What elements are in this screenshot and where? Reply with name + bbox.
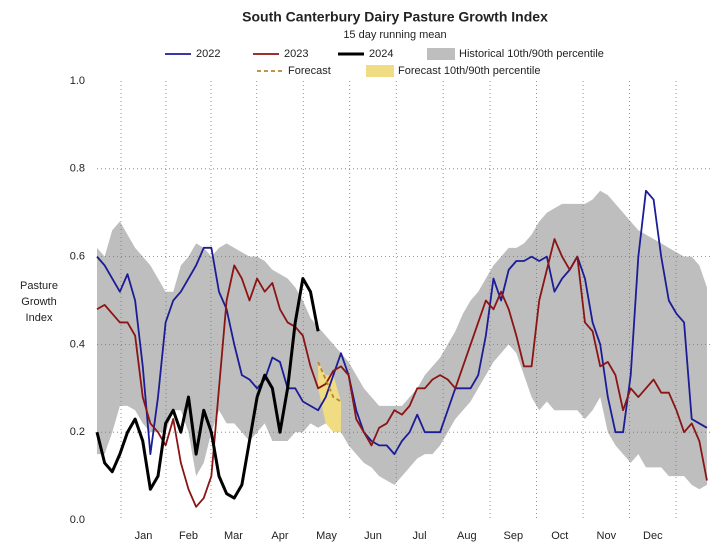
x-tick-label: Jan (135, 530, 153, 542)
legend-label: Historical 10th/90th percentile (459, 48, 604, 60)
y-tick-label: 0.8 (70, 163, 85, 175)
legend-label: Forecast (288, 65, 331, 77)
legend-label: 2024 (369, 48, 393, 60)
series-line (95, 277, 320, 500)
legend-swatch (366, 65, 394, 77)
y-tick-label: 0.4 (70, 338, 85, 350)
y-tick-label: 0.6 (70, 251, 85, 263)
x-tick-label: May (316, 530, 337, 542)
series-line (317, 361, 342, 403)
y-tick-label: 0.0 (70, 514, 85, 526)
legend-swatch (427, 48, 455, 60)
x-tick-label: Feb (179, 530, 198, 542)
y-tick-label: 1.0 (70, 75, 85, 87)
x-tick-label: Sep (504, 530, 524, 542)
x-tick-label: Mar (224, 530, 243, 542)
legend-label: 2023 (284, 48, 308, 60)
x-tick-label: Dec (643, 530, 663, 542)
y-tick-label: 0.2 (70, 426, 85, 438)
x-tick-label: Oct (551, 530, 568, 542)
legend-label: 2022 (196, 48, 220, 60)
series-line (96, 238, 708, 508)
percentile-band (97, 190, 707, 490)
x-tick-label: Jun (364, 530, 382, 542)
chart-title: South Canterbury Dairy Pasture Growth In… (242, 9, 548, 25)
percentile-band (318, 361, 341, 433)
x-tick-label: Jul (412, 530, 426, 542)
x-tick-label: Apr (271, 530, 288, 542)
series-line (96, 189, 708, 456)
x-tick-label: Nov (597, 530, 617, 542)
x-tick-label: Aug (457, 530, 477, 542)
y-axis-label: Pasture Growth Index (20, 280, 58, 324)
legend-label: Forecast 10th/90th percentile (398, 65, 540, 77)
chart-subtitle: 15 day running mean (343, 29, 446, 41)
